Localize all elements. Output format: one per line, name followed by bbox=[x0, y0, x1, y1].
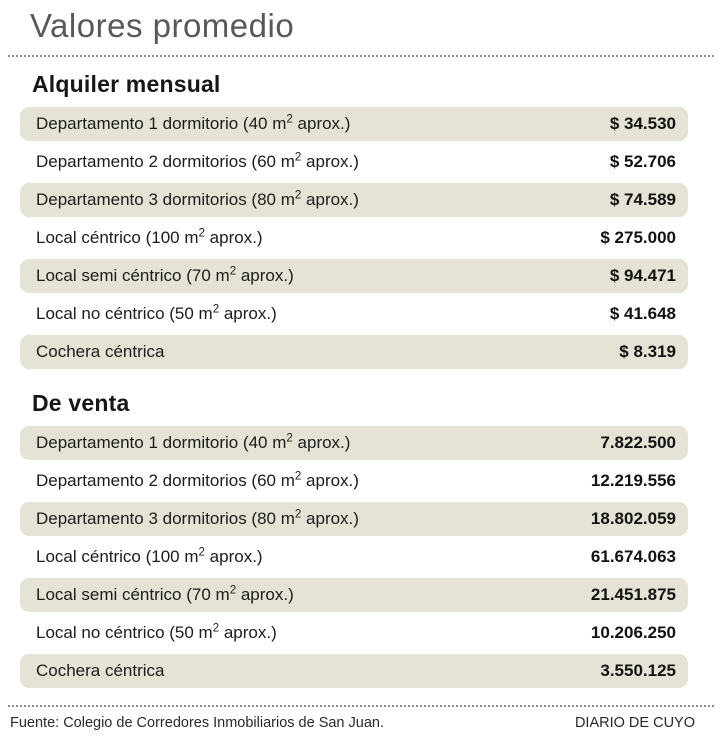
row-label-suffix: aprox.) bbox=[292, 433, 351, 453]
bottom-dotted-divider bbox=[8, 705, 714, 708]
row-label: Departamento 3 dormitorios (80 m2 aprox.… bbox=[36, 190, 359, 210]
row-label: Local semi céntrico (70 m2 aprox.) bbox=[36, 266, 294, 286]
row-value: 18.802.059 bbox=[590, 509, 676, 529]
row-label-text: Local céntrico (100 m bbox=[36, 547, 199, 567]
row-label-text: Local no céntrico (50 m bbox=[36, 623, 213, 643]
row-label-text: Local céntrico (100 m bbox=[36, 228, 199, 248]
page-title: Valores promedio bbox=[30, 7, 295, 44]
row-label-text: Departamento 2 dormitorios (60 m bbox=[36, 152, 295, 172]
superscript: 2 bbox=[286, 113, 293, 126]
row-label: Local no céntrico (50 m2 aprox.) bbox=[36, 623, 277, 643]
row-label-suffix: aprox.) bbox=[301, 190, 359, 210]
row-label: Departamento 2 dormitorios (60 m2 aprox.… bbox=[36, 152, 359, 172]
row-label-suffix: aprox.) bbox=[236, 266, 294, 286]
row-value: 12.219.556 bbox=[590, 471, 676, 491]
row-value: $ 34.530 bbox=[609, 114, 676, 134]
table-row: Local céntrico (100 m2 aprox.) 61.674.06… bbox=[20, 540, 688, 574]
row-value: $ 94.471 bbox=[609, 266, 676, 286]
table-row: Local semi céntrico (70 m2 aprox.) $ 94.… bbox=[20, 259, 688, 294]
row-value: 61.674.063 bbox=[590, 547, 676, 567]
table-row: Departamento 1 dormitorio (40 m2 aprox.)… bbox=[20, 426, 688, 461]
row-label-text: Departamento 1 dormitorio (40 m bbox=[36, 433, 287, 453]
row-value: $ 41.648 bbox=[609, 304, 676, 324]
row-label: Cochera céntrica bbox=[36, 342, 165, 362]
row-label-suffix: aprox.) bbox=[236, 585, 294, 605]
row-label-suffix: aprox.) bbox=[292, 114, 351, 134]
row-label-text: Local semi céntrico (70 m bbox=[36, 585, 230, 605]
section-heading-venta: De venta bbox=[32, 390, 130, 417]
table-row: Departamento 1 dormitorio (40 m2 aprox.)… bbox=[20, 107, 688, 142]
table-row: Local no céntrico (50 m2 aprox.) 10.206.… bbox=[20, 616, 688, 650]
row-label-text: Cochera céntrica bbox=[36, 661, 165, 681]
row-value: 21.451.875 bbox=[590, 585, 676, 605]
row-label-suffix: aprox.) bbox=[204, 547, 263, 567]
row-value: 10.206.250 bbox=[590, 623, 676, 643]
row-value: $ 74.589 bbox=[609, 190, 676, 210]
section-heading-alquiler: Alquiler mensual bbox=[32, 71, 221, 98]
row-label-suffix: aprox.) bbox=[301, 152, 359, 172]
row-label: Local semi céntrico (70 m2 aprox.) bbox=[36, 585, 294, 605]
row-label: Departamento 1 dormitorio (40 m2 aprox.) bbox=[36, 114, 350, 134]
row-label: Cochera céntrica bbox=[36, 661, 165, 681]
table-row: Cochera céntrica 3.550.125 bbox=[20, 654, 688, 689]
superscript: 2 bbox=[212, 303, 220, 316]
row-label-suffix: aprox.) bbox=[301, 509, 359, 529]
footer: Fuente: Colegio de Corredores Inmobiliar… bbox=[10, 715, 695, 731]
row-label: Local céntrico (100 m2 aprox.) bbox=[36, 547, 263, 567]
table-row: Departamento 2 dormitorios (60 m2 aprox.… bbox=[20, 464, 688, 498]
table-row: Local céntrico (100 m2 aprox.) $ 275.000 bbox=[20, 221, 688, 255]
table-row: Departamento 2 dormitorios (60 m2 aprox.… bbox=[20, 145, 688, 179]
row-label-text: Departamento 2 dormitorios (60 m bbox=[36, 471, 295, 491]
superscript: 2 bbox=[229, 584, 237, 597]
row-value: $ 275.000 bbox=[600, 228, 676, 248]
table-row: Local semi céntrico (70 m2 aprox.) 21.45… bbox=[20, 578, 688, 613]
top-dotted-divider bbox=[8, 55, 714, 58]
row-label-suffix: aprox.) bbox=[204, 228, 263, 248]
row-label-suffix: aprox.) bbox=[219, 304, 277, 324]
row-value: 3.550.125 bbox=[600, 661, 676, 681]
row-value: 7.822.500 bbox=[600, 433, 676, 453]
table-venta: Departamento 1 dormitorio (40 m2 aprox.)… bbox=[20, 426, 688, 689]
row-label-text: Departamento 3 dormitorios (80 m bbox=[36, 190, 295, 210]
superscript: 2 bbox=[286, 432, 293, 445]
superscript: 2 bbox=[229, 265, 237, 278]
table-alquiler: Departamento 1 dormitorio (40 m2 aprox.)… bbox=[20, 107, 688, 370]
row-value: $ 8.319 bbox=[619, 342, 676, 362]
row-label-text: Departamento 3 dormitorios (80 m bbox=[36, 509, 295, 529]
table-row: Local no céntrico (50 m2 aprox.) $ 41.64… bbox=[20, 297, 688, 331]
row-value: $ 52.706 bbox=[609, 152, 676, 172]
row-label: Local no céntrico (50 m2 aprox.) bbox=[36, 304, 277, 324]
superscript: 2 bbox=[198, 227, 205, 240]
table-row: Cochera céntrica $ 8.319 bbox=[20, 335, 688, 370]
table-row: Departamento 3 dormitorios (80 m2 aprox.… bbox=[20, 502, 688, 537]
source-credit: Fuente: Colegio de Corredores Inmobiliar… bbox=[10, 715, 384, 732]
superscript: 2 bbox=[212, 622, 220, 635]
row-label: Departamento 3 dormitorios (80 m2 aprox.… bbox=[36, 509, 359, 529]
row-label: Departamento 1 dormitorio (40 m2 aprox.) bbox=[36, 433, 350, 453]
row-label-suffix: aprox.) bbox=[219, 623, 277, 643]
superscript: 2 bbox=[198, 546, 205, 559]
table-row: Departamento 3 dormitorios (80 m2 aprox.… bbox=[20, 183, 688, 218]
row-label-text: Cochera céntrica bbox=[36, 342, 165, 362]
row-label: Local céntrico (100 m2 aprox.) bbox=[36, 228, 263, 248]
publisher-credit: DIARIO DE CUYO bbox=[574, 715, 695, 732]
row-label-text: Local no céntrico (50 m bbox=[36, 304, 213, 324]
superscript: 2 bbox=[294, 151, 302, 164]
row-label: Departamento 2 dormitorios (60 m2 aprox.… bbox=[36, 471, 359, 491]
row-label-suffix: aprox.) bbox=[301, 471, 359, 491]
superscript: 2 bbox=[294, 508, 302, 521]
row-label-text: Departamento 1 dormitorio (40 m bbox=[36, 114, 287, 134]
superscript: 2 bbox=[294, 189, 302, 202]
row-label-text: Local semi céntrico (70 m bbox=[36, 266, 230, 286]
superscript: 2 bbox=[294, 470, 302, 483]
